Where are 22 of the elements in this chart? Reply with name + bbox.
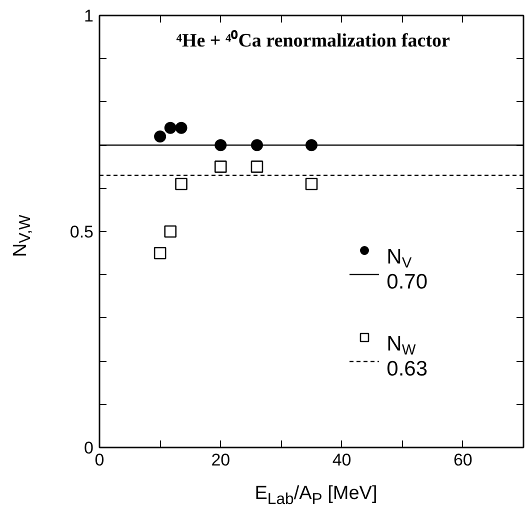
x-axis-title: E$_{Lab}$/A$_{P}$ [MeV] <box>254 482 378 508</box>
point <box>175 122 188 134</box>
point <box>214 160 227 173</box>
y-tick-label: 0.5 <box>70 222 94 242</box>
point <box>164 122 176 134</box>
point <box>250 160 264 173</box>
point <box>154 246 166 260</box>
point <box>214 139 227 152</box>
legend-label: 0.63 <box>386 358 428 381</box>
x-tick-label: 20 <box>211 450 230 470</box>
point <box>306 139 318 152</box>
point <box>305 178 318 190</box>
point <box>250 139 263 152</box>
y-tick-label: 1 <box>84 6 94 26</box>
text: ⁴He + ⁴⁰Ca renormalization factor <box>176 30 451 52</box>
y-tick-label: 0 <box>84 438 94 458</box>
legend-label: 0.70 <box>386 270 428 294</box>
point <box>154 130 166 142</box>
x-tick-label: 60 <box>453 450 472 470</box>
point <box>175 178 188 190</box>
point <box>164 225 177 238</box>
x-tick-label: 40 <box>332 450 352 470</box>
